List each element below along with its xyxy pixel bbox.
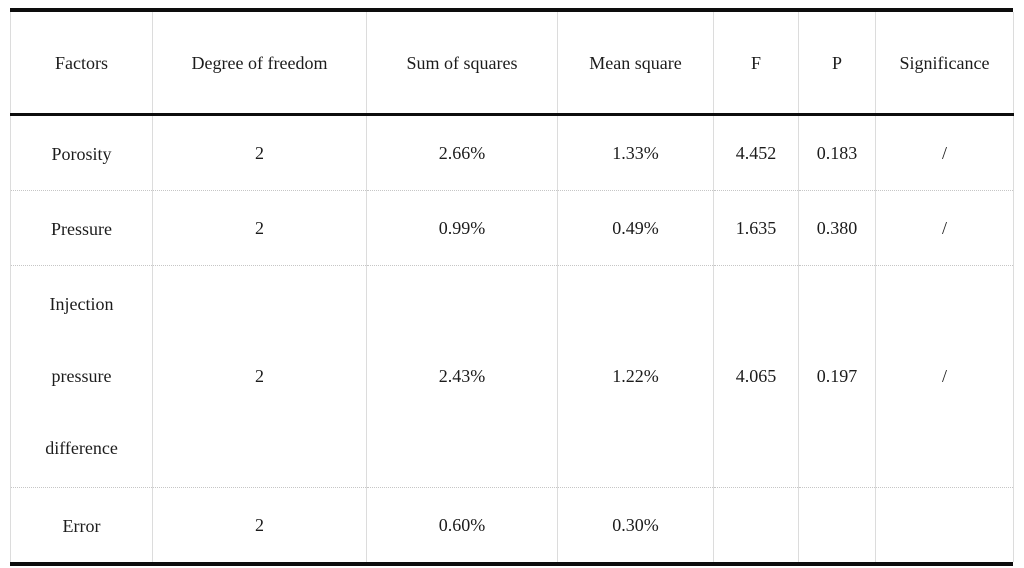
factor-label: Error [62,515,101,536]
cell-sum-squares: 2.66% [366,114,558,191]
col-header-sum-squares: Sum of squares [366,12,558,116]
table-row-pressure: Pressure 2 0.99% 0.49% 1.635 0.380 / [10,189,1014,266]
header-row: Factors Degree of freedom Sum of squares… [10,12,1014,116]
cell-mean-square: 1.33% [557,114,714,191]
cell-f: 4.065 [713,264,799,488]
col-header-f: F [713,12,799,116]
cell-f: 4.452 [713,114,799,191]
cell-mean-square: 1.22% [557,264,714,488]
cell-factor: Injection pressure difference [10,264,153,488]
cell-f: 1.635 [713,189,799,266]
cell-df: 2 [152,189,367,266]
table-row-error: Error 2 0.60% 0.30% [10,486,1014,562]
cell-p: 0.380 [798,189,876,266]
col-header-significance: Significance [875,12,1014,116]
cell-mean-square: 0.30% [557,486,714,562]
cell-factor: Porosity [10,114,153,191]
col-header-factors: Factors [10,12,153,116]
cell-sum-squares: 0.99% [366,189,558,266]
anova-table: Factors Degree of freedom Sum of squares… [10,12,1014,562]
cell-df: 2 [152,264,367,488]
cell-df: 2 [152,114,367,191]
cell-significance: / [875,114,1014,191]
col-header-df: Degree of freedom [152,12,367,116]
cell-factor: Pressure [10,189,153,266]
cell-p: 0.183 [798,114,876,191]
col-header-p: P [798,12,876,116]
cell-f [713,486,799,562]
cell-sum-squares: 2.43% [366,264,558,488]
cell-factor: Error [10,486,153,562]
factor-label: Injection pressure difference [45,294,118,459]
cell-df: 2 [152,486,367,562]
cell-p [798,486,876,562]
cell-mean-square: 0.49% [557,189,714,266]
cell-significance: / [875,264,1014,488]
table-row-porosity: Porosity 2 2.66% 1.33% 4.452 0.183 / [10,114,1014,191]
factor-label: Porosity [51,143,112,164]
cell-sum-squares: 0.60% [366,486,558,562]
cell-significance [875,486,1014,562]
table-row-injection-pressure-difference: Injection pressure difference 2 2.43% 1.… [10,264,1014,488]
cell-significance: / [875,189,1014,266]
col-header-mean-square: Mean square [557,12,714,116]
anova-table-frame: Factors Degree of freedom Sum of squares… [10,8,1014,566]
cell-p: 0.197 [798,264,876,488]
factor-label: Pressure [51,218,112,239]
